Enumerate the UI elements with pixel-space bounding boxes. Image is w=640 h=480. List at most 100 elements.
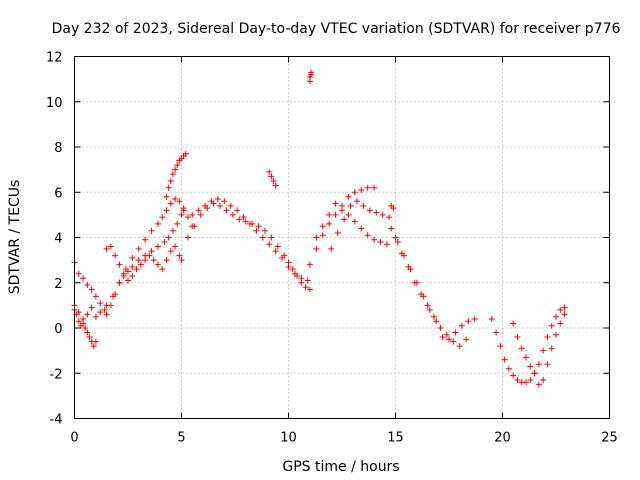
data-point (463, 336, 470, 343)
data-point (341, 216, 348, 223)
data-point (163, 207, 170, 214)
series-track-a (71, 306, 99, 350)
data-point (242, 218, 249, 225)
series-track-h (266, 168, 279, 189)
data-point (386, 214, 393, 221)
data-point (110, 293, 117, 300)
data-point (135, 257, 142, 264)
data-point (221, 198, 228, 205)
data-point (159, 266, 166, 273)
data-point (514, 377, 521, 384)
data-point (334, 229, 341, 236)
data-point (544, 361, 551, 368)
data-point (471, 315, 478, 322)
data-point (176, 198, 183, 205)
data-point (446, 336, 452, 343)
data-point (92, 293, 99, 300)
data-point (456, 343, 463, 350)
x-tick-labels: 0 5 10 15 20 25 (70, 431, 617, 446)
data-point (510, 320, 517, 327)
data-point (339, 207, 345, 214)
data-point (272, 182, 279, 189)
data-point (505, 365, 512, 372)
data-point (523, 379, 530, 386)
series-track-c (71, 196, 196, 322)
data-point (208, 198, 215, 205)
data-point (431, 313, 438, 320)
data-point (154, 261, 161, 268)
data-point (214, 196, 221, 203)
data-point (291, 270, 298, 277)
data-point (398, 250, 405, 257)
data-point (75, 318, 82, 325)
data-point (450, 338, 457, 345)
data-point (159, 214, 166, 221)
data-point (129, 254, 136, 261)
data-point (172, 243, 179, 250)
data-point (351, 218, 358, 225)
data-point (561, 304, 568, 311)
data-point (433, 318, 440, 325)
data-point (345, 193, 352, 200)
x-tick-label: 5 (177, 431, 185, 446)
series-track-q (510, 311, 568, 388)
data-point (313, 234, 320, 241)
data-point (103, 302, 110, 309)
data-point (259, 234, 266, 241)
data-point (116, 261, 123, 268)
x-tick-label: 10 (280, 431, 297, 446)
data-point (527, 363, 534, 370)
data-point (227, 202, 234, 209)
data-point (240, 214, 247, 221)
grid (74, 56, 610, 419)
data-point (148, 248, 155, 255)
data-point (272, 248, 279, 255)
data-point (411, 279, 418, 286)
data-point (169, 227, 176, 234)
y-tick-label: 10 (46, 96, 63, 111)
data-point (326, 220, 333, 227)
data-point (353, 198, 360, 205)
data-point (169, 171, 176, 178)
data-point (120, 270, 127, 277)
data-point (360, 202, 367, 209)
x-tick-label: 20 (494, 431, 511, 446)
series-track-k (313, 200, 390, 248)
data-point (142, 257, 149, 264)
data-point (182, 150, 189, 157)
data-point (167, 177, 174, 184)
data-point (75, 270, 82, 277)
data-point (544, 334, 551, 341)
data-point (161, 239, 168, 246)
data-point (302, 284, 309, 291)
y-tick-label: 6 (54, 186, 62, 201)
data-point (202, 202, 209, 209)
data-point (236, 216, 243, 223)
data-point (274, 243, 281, 250)
data-point (266, 168, 273, 175)
series-track-i (306, 69, 314, 85)
data-point (217, 202, 224, 209)
data-point (167, 248, 174, 255)
data-point (358, 186, 365, 193)
data-point (279, 254, 286, 261)
data-point (285, 263, 292, 270)
data-point (298, 275, 305, 282)
data-point (75, 309, 82, 316)
data-point (268, 173, 275, 180)
data-point (135, 245, 142, 252)
data-point (268, 234, 275, 241)
data-point (405, 263, 412, 270)
data-point (289, 266, 296, 273)
data-point (557, 320, 564, 327)
data-point (437, 325, 444, 331)
data-point (223, 207, 230, 214)
data-point (535, 381, 542, 388)
series-track-j (306, 184, 378, 268)
chart-title: Day 232 of 2023, Sidereal Day-to-day VTE… (52, 21, 621, 37)
y-tick-label: 4 (54, 232, 62, 247)
data-point (88, 304, 95, 311)
data-point (129, 272, 136, 279)
y-tick-label: 8 (54, 141, 62, 156)
data-point (82, 325, 89, 331)
